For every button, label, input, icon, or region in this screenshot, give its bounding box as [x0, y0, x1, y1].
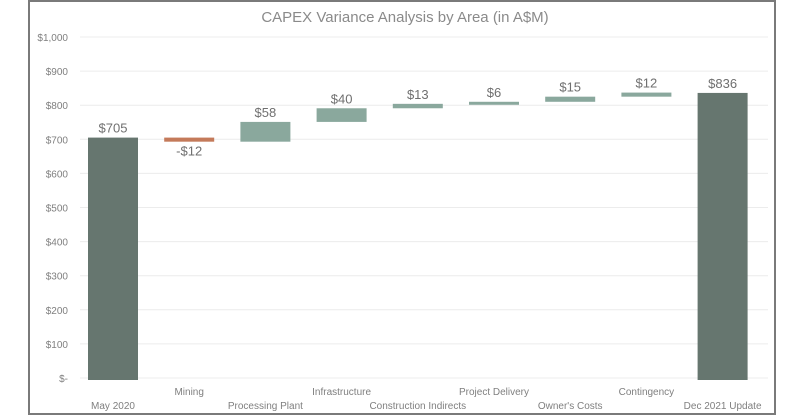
category-label: Dec 2021 Update	[684, 401, 762, 412]
y-tick-label: $200	[46, 306, 69, 317]
bar-mining	[164, 137, 215, 142]
y-tick-label: $-	[59, 374, 68, 385]
category-label: May 2020	[91, 401, 135, 412]
category-label: Project Delivery	[459, 387, 529, 398]
y-tick-label: $1,000	[37, 33, 68, 44]
bar-owner-s-costs	[545, 96, 596, 102]
y-tick-label: $400	[46, 238, 69, 249]
bar-construction-indirects	[392, 103, 443, 109]
bar-contingency	[621, 92, 672, 97]
y-tick-label: $500	[46, 204, 69, 215]
y-tick-label: $100	[46, 340, 69, 351]
data-label: $58	[255, 105, 277, 120]
bar-infrastructure	[316, 108, 367, 122]
y-tick-label: $600	[46, 169, 69, 180]
y-tick-label: $300	[46, 272, 69, 283]
bar-may-2020	[88, 137, 138, 380]
data-label: $15	[559, 80, 581, 95]
y-tick-label: $800	[46, 101, 69, 112]
data-label: -$12	[176, 144, 202, 159]
data-label: $705	[99, 121, 128, 136]
category-label: Owner's Costs	[538, 401, 603, 412]
category-label: Infrastructure	[312, 387, 371, 398]
y-tick-label: $900	[46, 67, 69, 78]
category-label: Construction Indirects	[369, 401, 466, 412]
y-tick-label: $700	[46, 135, 69, 146]
data-label: $6	[487, 85, 501, 100]
data-label: $836	[708, 76, 737, 91]
category-label: Contingency	[619, 387, 675, 398]
category-label: Mining	[174, 387, 203, 398]
chart-frame	[28, 0, 776, 415]
category-label: Processing Plant	[228, 401, 303, 412]
data-label: $12	[636, 76, 658, 91]
chart-title: CAPEX Variance Analysis by Area (in A$M)	[261, 9, 548, 26]
bar-project-delivery	[469, 101, 519, 105]
data-label: $40	[331, 91, 353, 106]
data-label: $13	[407, 87, 429, 102]
bar-processing-plant	[240, 121, 291, 142]
bar-dec-2021-update	[697, 92, 748, 380]
